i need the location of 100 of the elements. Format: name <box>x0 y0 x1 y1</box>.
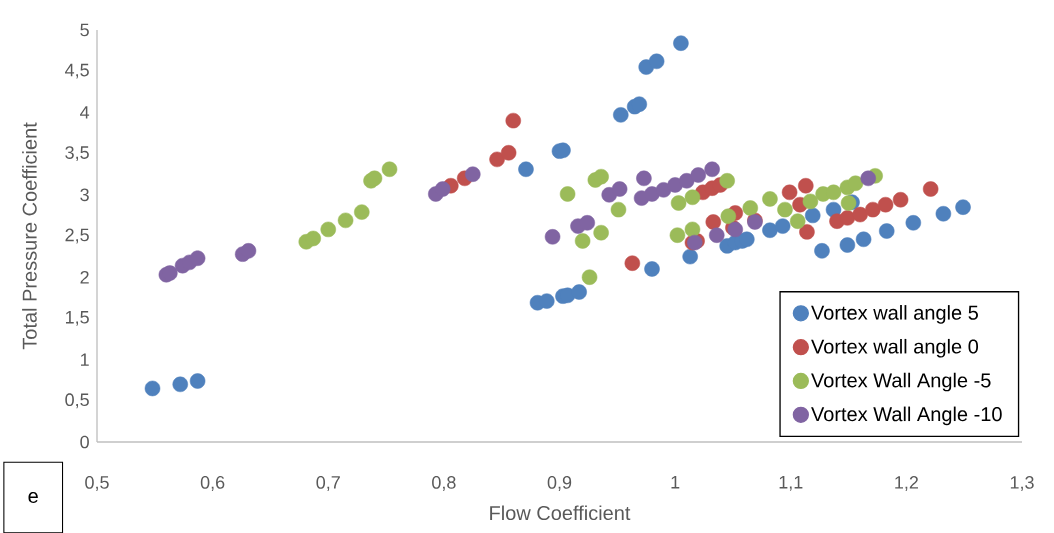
y-tick-label: 3 <box>80 188 89 202</box>
point <box>865 201 881 218</box>
x-tick-label: 0,8 <box>432 476 456 491</box>
point <box>631 96 648 112</box>
point <box>305 230 321 247</box>
point <box>337 212 354 229</box>
point <box>613 107 629 123</box>
point <box>162 265 178 281</box>
text: e <box>28 492 38 504</box>
point <box>777 201 793 218</box>
point <box>839 210 856 226</box>
point <box>172 376 188 393</box>
point <box>935 206 952 222</box>
point <box>789 213 806 229</box>
x-tick-label: 0,9 <box>547 476 572 491</box>
point <box>847 175 864 191</box>
y-tick-label: 0,5 <box>65 393 89 409</box>
point <box>644 261 660 277</box>
point <box>505 112 521 129</box>
legend-label: Vortex Wall Angle -5 <box>811 372 991 392</box>
point <box>802 193 819 210</box>
point <box>610 201 627 218</box>
point <box>500 145 517 161</box>
point <box>648 53 665 70</box>
point <box>320 221 336 238</box>
x-tick-label: 1,2 <box>895 476 918 491</box>
point <box>624 255 641 271</box>
point <box>855 231 872 248</box>
y-tick-label: 3,5 <box>65 146 89 162</box>
y-tick-label: 1 <box>80 353 89 366</box>
legend-label: Vortex Wall Angle -10 <box>811 406 1002 426</box>
point <box>840 195 857 211</box>
point <box>636 170 652 187</box>
point <box>189 250 206 266</box>
y-tick-label: 5 <box>80 23 89 37</box>
point <box>774 218 791 234</box>
y-tick-label: 0 <box>80 435 89 449</box>
point <box>781 184 798 201</box>
point <box>878 223 895 239</box>
point <box>240 243 257 259</box>
point <box>799 224 815 240</box>
legend-label: Vortex wall angle 0 <box>811 338 979 358</box>
point <box>678 173 695 189</box>
point <box>892 192 909 208</box>
point <box>465 166 481 182</box>
point <box>905 215 922 231</box>
point <box>804 207 821 224</box>
point <box>922 181 939 197</box>
point <box>354 204 370 220</box>
y-axis-title: Total Pressure Coefficient <box>22 122 37 350</box>
point <box>742 200 759 216</box>
point <box>798 178 814 194</box>
point <box>955 199 971 215</box>
point <box>574 233 591 249</box>
y-tick-label: 4 <box>80 106 90 119</box>
point <box>877 196 894 213</box>
x-tick-label: 0,7 <box>316 476 340 491</box>
point <box>762 222 778 238</box>
point <box>381 161 398 177</box>
point <box>518 161 534 177</box>
y-tick-label: 2,5 <box>65 228 89 244</box>
y-tick-label: 4,5 <box>65 63 89 79</box>
point <box>559 186 576 202</box>
x-tick-label: 1,1 <box>779 476 803 491</box>
point <box>852 206 868 223</box>
point <box>581 269 598 285</box>
point <box>839 237 856 253</box>
point <box>684 189 701 206</box>
point <box>539 293 555 309</box>
point <box>593 224 609 241</box>
point <box>366 170 383 187</box>
point <box>673 35 689 51</box>
point <box>860 170 876 187</box>
point <box>571 284 587 300</box>
point <box>762 191 778 207</box>
point <box>489 151 505 168</box>
point <box>611 181 628 197</box>
x-tick-label: 1,3 <box>1010 476 1034 491</box>
point <box>670 195 687 211</box>
point <box>144 380 161 397</box>
point <box>669 227 686 243</box>
point <box>579 215 595 231</box>
point <box>684 221 701 238</box>
x-tick-label: 0,6 <box>200 476 225 491</box>
point <box>593 168 609 185</box>
point <box>704 161 720 177</box>
x-axis-title: Flow Coefficient <box>490 505 631 521</box>
y-tick-label: 1,5 <box>65 311 89 326</box>
point <box>434 181 451 197</box>
point <box>690 167 706 183</box>
y-tick-label: 2 <box>80 270 89 284</box>
point <box>825 184 842 201</box>
legend-label: Vortex wall angle 5 <box>811 305 978 324</box>
point <box>544 229 561 245</box>
point <box>189 373 206 389</box>
x-tick-label: 1 <box>671 476 680 489</box>
point <box>814 243 830 259</box>
point <box>720 208 737 224</box>
point <box>709 227 725 243</box>
point <box>719 173 735 189</box>
